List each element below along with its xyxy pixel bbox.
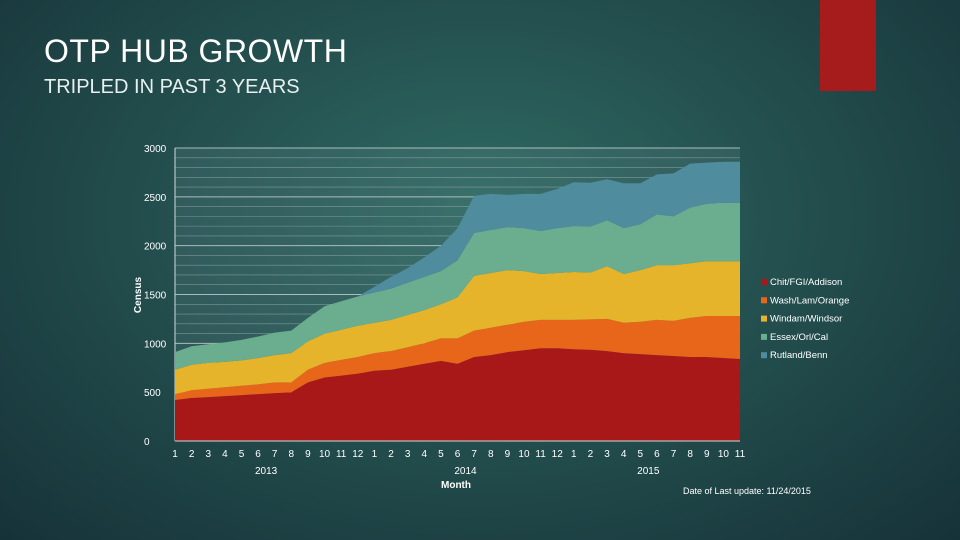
x-tick-label: 10 [718,449,730,460]
x-tick-label: 3 [604,449,610,460]
x-tick-label: 12 [552,449,564,460]
y-tick-label: 2000 [144,242,167,253]
x-tick-label: 11 [336,449,347,460]
legend-label: Chit/FGI/Addison [770,277,842,288]
year-label: 2014 [454,466,477,477]
y-tick-label: 3000 [144,144,167,155]
year-label: 2013 [255,466,278,477]
legend-swatch [761,352,767,359]
x-tick-label: 4 [222,449,228,460]
x-tick-label: 11 [735,449,746,460]
x-tick-label: 4 [621,449,627,460]
x-tick-label: 11 [535,449,546,460]
slide-subtitle: TRIPLED IN PAST 3 YEARS [44,76,300,98]
x-tick-label: 7 [471,449,477,460]
y-tick-label: 0 [144,437,150,448]
area-series-chit-fgi-addison [175,348,740,441]
area-series-windam-windsor [175,261,740,395]
legend-swatch [761,297,767,304]
x-tick-label: 5 [438,449,444,460]
x-tick-label: 3 [405,449,411,460]
legend-swatch [761,333,767,340]
x-tick-label: 8 [488,449,494,460]
x-tick-label: 6 [654,449,660,460]
x-tick-label: 7 [272,449,278,460]
y-axis-title: Census [133,277,144,314]
legend-label: Windam/Windsor [770,314,842,325]
y-tick-label: 1500 [144,291,167,302]
x-tick-label: 2 [588,449,594,460]
legend-label: Rutland/Benn [770,350,828,361]
x-tick-label: 8 [289,449,295,460]
legend-label: Essex/Orl/Cal [770,332,828,343]
area-series-rutland-benn [175,161,740,353]
x-tick-label: 5 [239,449,245,460]
x-tick-label: 8 [687,449,693,460]
y-tick-label: 1000 [144,339,167,350]
accent-bar [820,0,876,91]
x-tick-label: 7 [671,449,677,460]
x-tick-label: 1 [372,449,378,460]
x-tick-label: 2 [189,449,195,460]
x-tick-label: 2 [388,449,394,460]
x-tick-label: 1 [571,449,577,460]
legend-swatch [761,279,767,285]
x-tick-label: 10 [319,449,331,460]
x-tick-label: 12 [352,449,364,460]
legend-label: Wash/Lam/Orange [770,295,849,306]
slide-title: OTP HUB GROWTH [44,33,348,69]
y-tick-label: 500 [144,388,161,399]
x-tick-label: 3 [205,449,211,460]
x-tick-label: 4 [421,449,427,460]
y-tick-label: 2500 [144,193,167,204]
x-tick-label: 10 [518,449,530,460]
last-update-note: Date of Last update: 11/24/2015 [683,486,811,496]
area-series-wash-lam-orange [175,316,740,400]
x-tick-label: 9 [505,449,511,460]
x-tick-label: 6 [255,449,261,460]
x-tick-label: 5 [638,449,644,460]
x-tick-label: 1 [172,449,178,460]
x-axis-title: Month [441,480,471,491]
area-series-essex-orl-cal [175,202,740,370]
x-tick-label: 9 [704,449,710,460]
x-tick-label: 9 [305,449,311,460]
x-tick-label: 6 [455,449,461,460]
year-label: 2015 [637,466,660,477]
legend-swatch [761,315,767,322]
